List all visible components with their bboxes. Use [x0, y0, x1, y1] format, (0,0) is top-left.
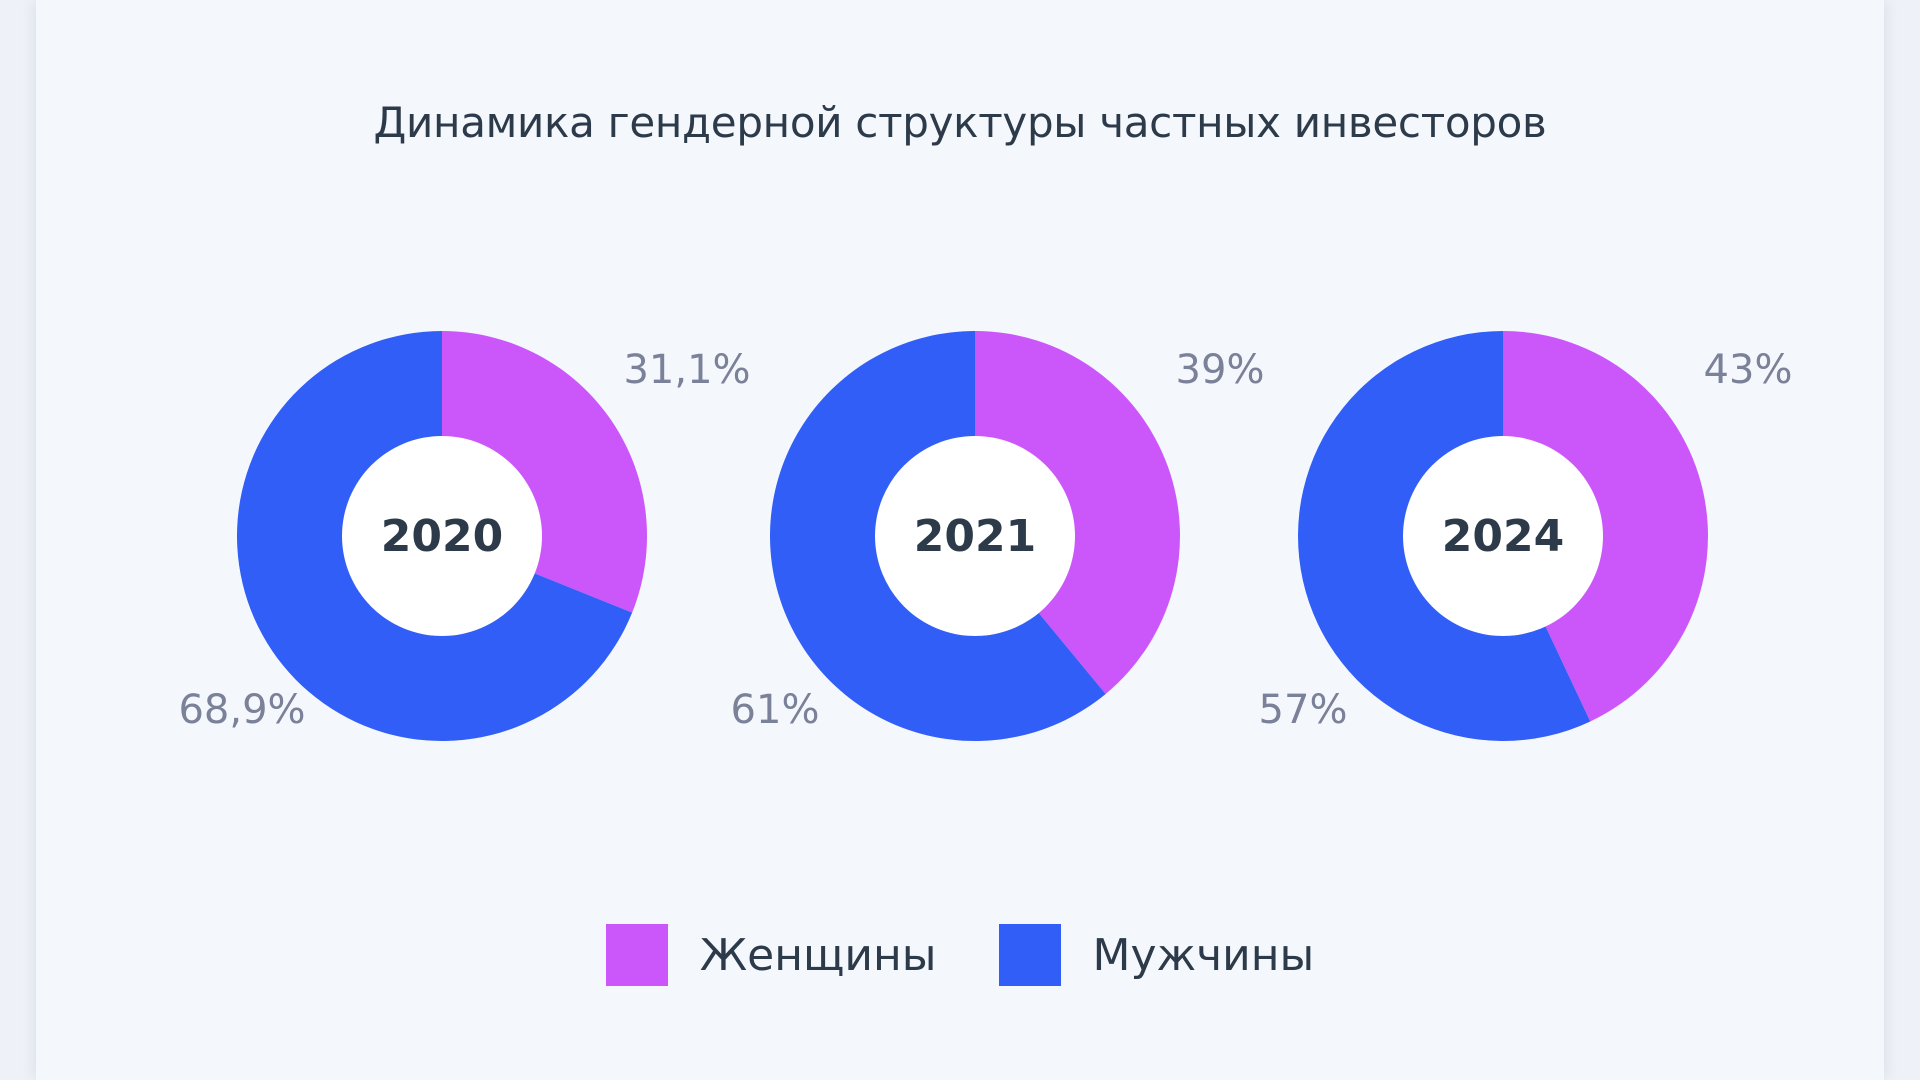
donut-chart-2020: 2020 31,1% 68,9%: [178, 331, 751, 741]
year-label: 2024: [1442, 511, 1564, 562]
year-label: 2021: [914, 511, 1036, 562]
slice-women-2021: [975, 331, 1180, 694]
year-label: 2020: [381, 511, 503, 562]
legend-item-women: Женщины: [605, 924, 937, 986]
legend-label-women: Женщины: [699, 929, 937, 981]
data-label-women: 31,1%: [623, 347, 750, 393]
data-label-women: 43%: [1704, 347, 1793, 393]
legend-label-men: Мужчины: [1092, 929, 1315, 981]
donut-chart-2024: 2024 43% 57%: [1259, 331, 1793, 741]
legend-swatch-men: [998, 924, 1061, 986]
data-label-men: 57%: [1259, 687, 1348, 733]
data-label-men: 68,9%: [178, 687, 305, 733]
data-label-women: 39%: [1176, 347, 1265, 393]
donut-hole: [1403, 436, 1603, 636]
donut-hole: [342, 436, 542, 636]
legend: Женщины Мужчины: [0, 922, 1920, 988]
legend-item-men: Мужчины: [998, 924, 1315, 986]
donut-chart-2021: 2021 39% 61%: [731, 331, 1265, 741]
slice-women-2024: [1503, 331, 1709, 722]
chart-title: Динамика гендерной структуры частных инв…: [373, 98, 1547, 147]
legend-swatch-women: [605, 924, 668, 986]
donut-hole: [875, 436, 1075, 636]
data-label-men: 61%: [731, 687, 820, 733]
